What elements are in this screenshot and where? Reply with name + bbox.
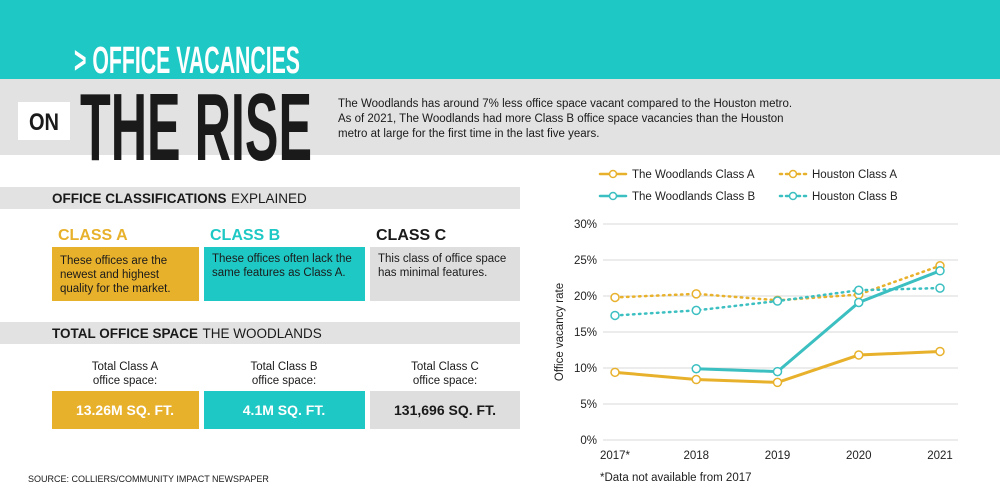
y-tick-label: 30% — [574, 219, 597, 231]
description-line: The Woodlands has around 7% less office … — [338, 98, 792, 110]
class-text: same features as Class A. — [212, 267, 346, 279]
headline: THE RISE — [80, 74, 312, 181]
total-value: 4.1M SQ. FT. — [243, 402, 325, 418]
total-label: office space: — [413, 375, 477, 387]
total-label: Total Class B — [250, 361, 317, 373]
total-label: Total Class A — [92, 361, 159, 373]
legend-label: The Woodlands Class B — [632, 191, 755, 203]
legend-marker — [788, 169, 798, 179]
legend-label: Houston Class B — [812, 191, 898, 203]
subheader-band — [0, 79, 1000, 155]
data-point — [854, 350, 864, 360]
total-label: office space: — [93, 375, 157, 387]
data-point — [854, 285, 864, 295]
class-box — [52, 247, 199, 301]
data-point — [772, 366, 783, 377]
data-point — [854, 297, 864, 308]
total-box — [204, 391, 365, 429]
on-box — [18, 102, 70, 140]
x-tick-label: 2018 — [683, 450, 709, 462]
class-name: CLASS C — [376, 227, 447, 244]
section-bar — [0, 322, 520, 344]
y-tick-label: 25% — [574, 255, 597, 267]
section-title: TOTAL OFFICE SPACE THE WOODLANDS — [52, 325, 322, 342]
y-tick-label: 15% — [574, 327, 597, 339]
series-line — [694, 269, 942, 374]
description-line: As of 2021, The Woodlands had more Class… — [338, 113, 784, 125]
legend-label: The Woodlands Class A — [632, 169, 755, 181]
class-text: quality for the market. — [60, 283, 171, 295]
kicker: > OFFICE VACANCIES — [74, 40, 300, 82]
legend-marker — [788, 191, 798, 201]
class-name: CLASS A — [58, 227, 128, 244]
on-label: ON — [29, 109, 59, 136]
x-tick-label: 2019 — [765, 450, 791, 462]
total-label: office space: — [252, 375, 316, 387]
class-text: This class of office space — [378, 253, 506, 265]
header-band — [0, 0, 1000, 79]
section-title-bold: TOTAL OFFICE SPACE — [52, 326, 198, 341]
chart-note: *Data not available from 2017 — [600, 472, 752, 484]
y-tick-label: 5% — [580, 399, 597, 411]
y-axis-title: Office vacancy rate — [554, 283, 566, 381]
section-title-bold: OFFICE CLASSIFICATIONS — [52, 191, 227, 206]
total-label: Total Class C — [411, 361, 479, 373]
total-value: 131,696 SQ. FT. — [394, 402, 496, 418]
data-point — [935, 346, 945, 357]
x-tick-label: 2020 — [846, 450, 872, 462]
data-point — [691, 374, 701, 385]
description-line: metro at large for the first time in the… — [338, 128, 599, 140]
data-point — [610, 367, 620, 378]
legend-marker — [608, 191, 618, 201]
class-box — [370, 247, 520, 301]
data-point — [935, 266, 945, 276]
legend-marker — [608, 169, 618, 179]
chart: 0% 5% 10% 15% 20% 25% 30% 2017* 2018 2019 2020 2021… — [574, 169, 958, 462]
y-tick-label: 10% — [574, 363, 597, 375]
y-tick-label: 0% — [580, 435, 597, 447]
class-box — [204, 247, 365, 301]
data-point — [772, 296, 783, 306]
data-point — [691, 305, 701, 316]
section-title-light: EXPLAINED — [231, 191, 307, 206]
data-point — [691, 363, 701, 374]
legend-label: Houston Class A — [812, 169, 897, 181]
data-point — [772, 377, 783, 388]
total-box — [370, 391, 520, 429]
section-title-light: THE WOODLANDS — [202, 326, 321, 341]
class-text: These offices are the — [60, 255, 167, 267]
total-box — [52, 391, 199, 429]
y-tick-label: 20% — [574, 291, 597, 303]
x-tick-label: 2017* — [600, 450, 631, 462]
total-value: 13.26M SQ. FT. — [76, 402, 174, 418]
series-line — [613, 264, 942, 302]
class-text: has minimal features. — [378, 267, 487, 279]
section-title: OFFICE CLASSIFICATIONS EXPLAINED — [52, 190, 307, 207]
data-point — [935, 283, 945, 293]
class-text: newest and highest — [60, 269, 160, 281]
section-bar — [0, 187, 520, 209]
data-point — [610, 292, 620, 303]
class-name: CLASS B — [210, 227, 280, 244]
data-point — [610, 310, 620, 321]
data-point — [691, 289, 701, 299]
source: SOURCE: COLLIERS/COMMUNITY IMPACT NEWSPA… — [28, 474, 269, 484]
class-text: These offices often lack the — [212, 253, 352, 265]
x-tick-label: 2021 — [927, 450, 953, 462]
